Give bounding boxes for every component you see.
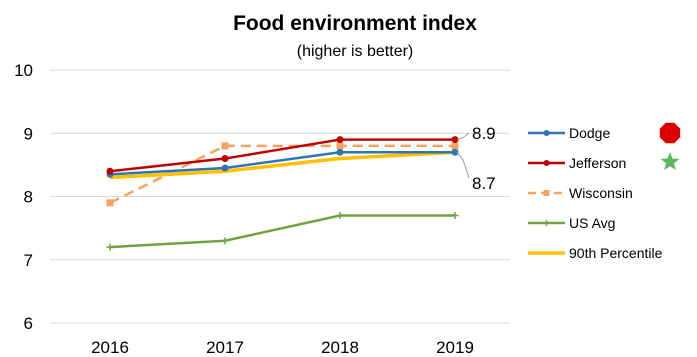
data-point	[221, 142, 229, 150]
legend-item-90th-percentile: 90th Percentile	[528, 245, 663, 261]
legend-label: Wisconsin	[569, 185, 633, 201]
annotation-label: 8.7	[472, 174, 496, 193]
x-axis-ticks: 2016 2017 2018 2019	[91, 338, 474, 357]
data-point	[451, 148, 459, 156]
data-point	[336, 148, 344, 156]
y-tick-label: 6	[24, 314, 33, 333]
series-jefferson	[106, 136, 459, 175]
legend-item-us-avg: US Avg	[528, 215, 615, 231]
legend-item-dodge: Dodge	[528, 125, 610, 141]
x-tick-label: 2019	[436, 338, 474, 357]
data-point	[221, 237, 229, 245]
chart-subtitle: (higher is better)	[297, 43, 414, 60]
data-point	[451, 136, 459, 144]
legend: Dodge Jefferson Wisconsin US Avg 90th Percen…	[528, 122, 681, 261]
y-tick-label: 10	[14, 61, 33, 80]
y-tick-label: 8	[24, 188, 33, 207]
legend-label: Jefferson	[569, 155, 626, 171]
annotation-label: 8.9	[472, 124, 496, 143]
x-tick-label: 2018	[321, 338, 359, 357]
y-tick-label: 7	[24, 251, 33, 270]
data-point	[221, 155, 229, 163]
data-point	[543, 190, 550, 196]
data-point	[106, 167, 114, 175]
annotation-leader	[456, 151, 470, 179]
x-tick-label: 2016	[91, 338, 129, 357]
series-line-dodge	[109, 150, 455, 176]
legend-label: 90th Percentile	[569, 245, 663, 261]
data-point	[543, 220, 550, 226]
data-point	[336, 211, 344, 219]
gridlines	[50, 69, 510, 324]
series-us-avg	[106, 211, 459, 251]
green-star-icon	[660, 152, 680, 171]
data-point	[543, 130, 550, 136]
series-90th-percentile	[109, 150, 456, 180]
y-axis-ticks: 6 7 8 9 10	[14, 61, 33, 333]
y-tick-label: 9	[24, 124, 33, 143]
series-lines	[106, 136, 459, 251]
data-point	[451, 211, 459, 219]
data-annotations: 8.9 8.7	[456, 124, 496, 193]
annotation-leader	[456, 132, 470, 141]
series-line-jefferson	[109, 138, 455, 173]
data-point	[336, 136, 344, 144]
data-point	[221, 164, 229, 172]
data-point	[106, 243, 114, 251]
series-line-us-avg	[109, 214, 455, 249]
legend-item-wisconsin: Wisconsin	[528, 185, 633, 201]
data-point	[336, 142, 344, 150]
x-tick-label: 2017	[206, 338, 244, 357]
legend-item-jefferson: Jefferson	[528, 155, 626, 171]
legend-label: Dodge	[569, 125, 610, 141]
series-line-90th-percentile	[109, 150, 456, 180]
data-point	[451, 142, 459, 150]
data-point	[106, 199, 114, 207]
legend-label: US Avg	[569, 215, 615, 231]
data-point	[543, 160, 550, 166]
chart-title: Food environment index	[233, 12, 477, 35]
red-octagon-icon	[659, 122, 681, 144]
